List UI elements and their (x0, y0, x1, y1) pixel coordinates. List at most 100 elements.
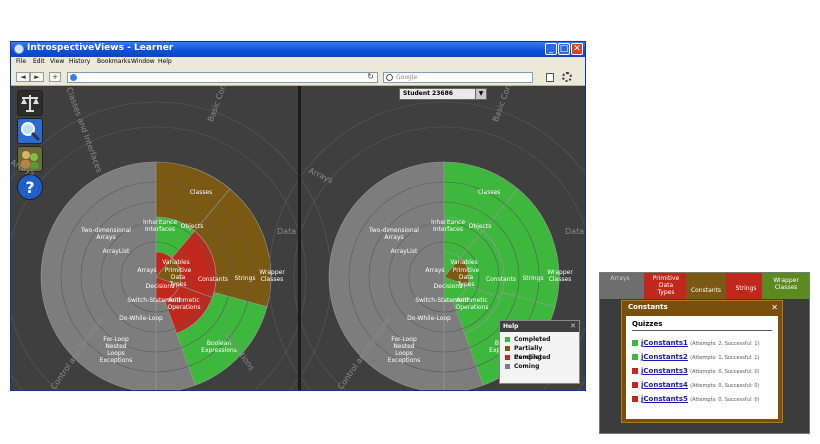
label-variables: Variables (450, 259, 478, 266)
page-menu-icon[interactable] (546, 73, 554, 82)
back-button[interactable]: ◄ (16, 72, 30, 82)
close-icon[interactable]: ✕ (771, 303, 778, 312)
inner-ring (60, 181, 252, 373)
new-tab-button[interactable]: + (49, 72, 61, 82)
quiz-popup-body: Quizzes jConstants1 (Attempts: 2, Succes… (626, 316, 778, 419)
users-icon (21, 151, 39, 169)
inner-ring (120, 241, 192, 313)
arith-outer-segment[interactable] (164, 285, 213, 334)
legend-item-coming: Coming (500, 362, 579, 371)
quiz-row[interactable]: jConstants1 (Attempts: 2, Successful: 1) (632, 338, 760, 348)
inner-ring (348, 181, 540, 373)
coming-segment[interactable] (40, 161, 157, 390)
app-icon (14, 44, 24, 54)
menu-file[interactable]: File (16, 58, 27, 65)
chevron-down-icon[interactable]: ▼ (475, 89, 486, 99)
search-placeholder: Google (396, 74, 418, 81)
menu-edit[interactable]: Edit (33, 58, 45, 65)
quiz-link[interactable]: jConstants3 (641, 367, 688, 375)
gear-icon[interactable] (562, 72, 572, 82)
quiz-link[interactable]: jConstants2 (641, 353, 688, 361)
heading-divider (632, 330, 772, 331)
inset-label-arrays: Arrays (610, 275, 630, 282)
quiz-link[interactable]: jConstants5 (641, 395, 688, 403)
label-primitive: Primitive Data Types (452, 267, 480, 288)
quiz-row[interactable]: jConstants2 (Attempts: 1, Successful: 1) (632, 352, 760, 362)
inset-label-constants: Constants (690, 287, 722, 294)
menu-window[interactable]: Window (131, 58, 155, 65)
status-swatch (632, 396, 638, 402)
navigation-bar: ◄ ► + ↻ Google (11, 69, 585, 86)
label-strings: Strings (234, 275, 256, 282)
label-constants: Constants (197, 276, 229, 283)
arith-outer-segment[interactable] (452, 285, 501, 334)
quiz-link[interactable]: jConstants1 (641, 339, 688, 347)
label-primitive: Primitive Data Types (164, 267, 192, 288)
minimize-button[interactable]: _ (545, 43, 557, 55)
label-dowhile: Do-While-Loop (407, 315, 451, 322)
student-select[interactable]: Student 23686 ▼ (399, 88, 487, 100)
quiz-row[interactable]: jConstants5 (Attempts: 0, Successful: 0) (632, 394, 760, 404)
help-legend-panel: Help ✕ Completed Partially Completed Pen… (499, 320, 580, 384)
search-tool[interactable] (17, 118, 43, 144)
inner-ring (368, 201, 520, 353)
scales-tool[interactable] (17, 90, 43, 116)
label-forloop: For-Loop Nested Loops Exceptions (99, 336, 133, 364)
label-switch: Switch-Statement (415, 297, 469, 304)
inner-ring (388, 221, 500, 333)
quiz-popup-header: Constants ✕ (622, 301, 782, 314)
globe-icon (70, 74, 77, 81)
inset-label-strings: Strings (735, 285, 757, 292)
label-arrays: Arrays (425, 267, 445, 274)
menu-history[interactable]: History (69, 58, 91, 65)
outer-label-data: Data (277, 227, 297, 236)
primitive-segment[interactable] (443, 251, 461, 278)
status-swatch (632, 368, 638, 374)
label-arrays: Arrays (137, 267, 157, 274)
partial-swatch (505, 346, 510, 351)
label-objects: Objects (468, 223, 492, 230)
url-field[interactable]: ↻ (67, 72, 378, 83)
svg-text:?: ? (25, 178, 34, 197)
label-forloop: For-Loop Nested Loops Exceptions (387, 336, 421, 364)
question-icon: ? (25, 178, 34, 197)
zoom-inset: Arrays Primitive Data Types Constants St… (599, 272, 810, 434)
magnifier-icon (21, 122, 41, 142)
status-swatch (632, 382, 638, 388)
maximize-button[interactable]: □ (558, 43, 570, 55)
close-icon[interactable]: ✕ (570, 322, 576, 330)
pending-swatch (505, 355, 510, 360)
help-title-bar: Help ✕ (500, 321, 579, 332)
label-objects: Objects (180, 223, 204, 230)
menu-help[interactable]: Help (158, 58, 172, 65)
completed-swatch (505, 337, 510, 342)
label-two-dim-arrays: Two-dimensional Arrays (369, 227, 419, 241)
view-divider[interactable] (298, 86, 301, 390)
quiz-row[interactable]: jConstants4 (Attempts: 0, Successful: 0) (632, 380, 760, 390)
label-inheritance: Inheritance Interfaces (430, 219, 466, 233)
quiz-link[interactable]: jConstants4 (641, 381, 688, 389)
label-dowhile: Do-While-Loop (119, 315, 163, 322)
quiz-row[interactable]: jConstants3 (Attempts: 0, Successful: 0) (632, 366, 760, 376)
reload-icon[interactable]: ↻ (367, 72, 374, 81)
coming-swatch (505, 364, 510, 369)
primitive-segment[interactable] (155, 251, 173, 278)
label-classes: Classes (477, 189, 501, 196)
forward-button[interactable]: ► (30, 72, 44, 82)
student-select-value: Student 23686 (403, 90, 453, 97)
users-tool[interactable] (17, 146, 43, 172)
label-wrapper: Wrapper Classes (547, 269, 573, 283)
label-decisions: Decisions (433, 283, 463, 290)
outer-dial-ring (268, 101, 585, 390)
search-input[interactable]: Google (383, 72, 533, 83)
menu-view[interactable]: View (50, 58, 65, 65)
menu-bookmarks[interactable]: Bookmarks (97, 58, 131, 65)
window-title: IntrospectiveViews - Learner (27, 43, 174, 53)
close-button[interactable]: ✕ (571, 43, 583, 55)
coming-segment[interactable] (328, 161, 445, 390)
quizzes-heading: Quizzes (632, 320, 663, 328)
quiz-popup: Constants ✕ Quizzes jConstants1 (Attempt… (621, 300, 783, 423)
label-constants: Constants (485, 276, 517, 283)
app-content: ? Classes Objects Inheritance Interfaces Tw… (11, 86, 585, 390)
help-tool[interactable]: ? (17, 174, 43, 200)
